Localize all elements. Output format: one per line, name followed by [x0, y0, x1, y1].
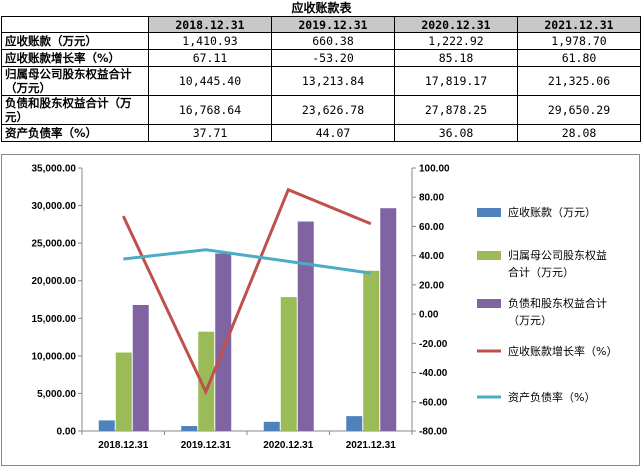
table-cell: 29,650.29: [517, 95, 641, 125]
column-header: 2020.12.31: [394, 16, 518, 33]
table-cell: 1,410.93: [148, 32, 272, 50]
legend-label: （万元）: [508, 314, 552, 327]
table-cell: 67.11: [148, 49, 272, 67]
table-title: 应收账款表: [291, 1, 352, 15]
bar: [132, 304, 149, 431]
series-line: [121, 187, 372, 396]
y-right-tick-label: 100.00: [419, 164, 450, 175]
table-cell: 16,768.64: [148, 95, 272, 125]
bar: [363, 270, 380, 431]
combo-chart: 0.00 5,000.00 10,000.00 15,000.00 20,000.00 2…: [1, 154, 640, 466]
table-cell: 21,325.06: [517, 66, 641, 96]
x-tick-label: 2021.12.31: [346, 440, 396, 451]
table-row: 负债和股东权益合计（万元） 16,768.64 23,626.78 27,878…: [1, 95, 641, 125]
bar: [181, 426, 198, 431]
column-header: 2018.12.31: [148, 16, 272, 33]
table-cell: 17,819.17: [394, 66, 518, 96]
table-cell: -53.20: [271, 49, 395, 67]
y-left-tick-label: 5,000.00: [37, 389, 76, 400]
y-right-tick-label: -20.00: [419, 339, 448, 350]
table-cell: 28.08: [517, 124, 641, 142]
row-label: 应收账款增长率（%）: [1, 49, 149, 67]
x-tick-label: 2020.12.31: [263, 440, 313, 451]
row-label: 归属母公司股东权益合计（万元）: [1, 66, 149, 96]
y-right-tick-label: 80.00: [419, 193, 444, 204]
y-left-tick-label: 0.00: [57, 427, 77, 438]
y-right-tick-label: -60.00: [419, 397, 448, 408]
y-right-tick-label: 40.00: [419, 251, 444, 262]
table-row: 应收账款（万元） 1,410.93 660.38 1,222.92 1,978.…: [1, 32, 641, 50]
legend-label: 应收账款（万元）: [508, 205, 596, 219]
bar: [198, 331, 215, 431]
table-cell: 37.71: [148, 124, 272, 142]
y-left-tick-label: 30,000.00: [32, 201, 77, 212]
legend-label: 归属母公司股东权益: [508, 248, 607, 262]
bar: [280, 297, 297, 431]
data-table: 2018.12.31 2019.12.31 2020.12.31 2021.12…: [1, 16, 641, 142]
legend-swatch: [477, 251, 501, 260]
legend-swatch: [477, 299, 501, 308]
table-corner-cell: [1, 16, 149, 33]
table-cell: 23,626.78: [271, 95, 395, 125]
y-right-tick-label: -80.00: [419, 427, 448, 438]
table-cell: 44.07: [271, 124, 395, 142]
row-label: 资产负债率（%）: [1, 124, 149, 142]
bar: [380, 208, 397, 431]
y-right-tick-label: 0.00: [419, 310, 439, 321]
bar: [215, 253, 232, 431]
y-right-tick-label: -40.00: [419, 368, 448, 379]
table-row: 资产负债率（%） 37.71 44.07 36.08 28.08: [1, 124, 641, 142]
y-left-tick-label: 15,000.00: [32, 314, 77, 325]
column-header: 2021.12.31: [517, 16, 641, 33]
table-row: 应收账款增长率（%） 67.11 -53.20 85.18 61.80: [1, 49, 641, 67]
bar: [297, 221, 314, 431]
y-left-tick-label: 35,000.00: [32, 164, 77, 175]
row-label: 负债和股东权益合计（万元）: [1, 95, 149, 125]
x-tick-label: 2019.12.31: [181, 440, 231, 451]
bar: [98, 420, 115, 431]
table-cell: 61.80: [517, 49, 641, 67]
column-header: 2019.12.31: [271, 16, 395, 33]
table-cell: 1,222.92: [394, 32, 518, 50]
table-cell: 660.38: [271, 32, 395, 50]
legend-label: 合计（万元）: [508, 265, 574, 279]
table-row: 归属母公司股东权益合计（万元） 10,445.40 13,213.84 17,8…: [1, 66, 641, 96]
y-right-tick-label: 20.00: [419, 280, 444, 291]
series-line: [123, 248, 372, 275]
bar: [263, 421, 280, 431]
table-cell: 1,978.70: [517, 32, 641, 50]
y-left-tick-label: 10,000.00: [32, 351, 77, 362]
bar: [115, 352, 132, 431]
legend-swatch: [477, 208, 501, 217]
legend-label: 资产负债率（%）: [508, 390, 595, 404]
legend-label: 负债和股东权益合计: [508, 296, 607, 310]
row-label: 应收账款（万元）: [1, 32, 149, 50]
x-tick-label: 2018.12.31: [98, 440, 148, 451]
y-left-tick-label: 20,000.00: [32, 276, 77, 287]
table-header-row: 2018.12.31 2019.12.31 2020.12.31 2021.12…: [1, 16, 641, 33]
y-left-tick-label: 25,000.00: [32, 239, 77, 250]
chart-canvas: 0.00 5,000.00 10,000.00 15,000.00 20,000.00 2…: [32, 164, 618, 452]
legend-label: 应收账款增长率（%）: [508, 344, 617, 358]
table-cell: 10,445.40: [148, 66, 272, 96]
table-cell: 85.18: [394, 49, 518, 67]
table-cell: 27,878.25: [394, 95, 518, 125]
table-cell: 36.08: [394, 124, 518, 142]
table-cell: 13,213.84: [271, 66, 395, 96]
y-right-tick-label: 60.00: [419, 222, 444, 233]
bar: [346, 416, 363, 431]
